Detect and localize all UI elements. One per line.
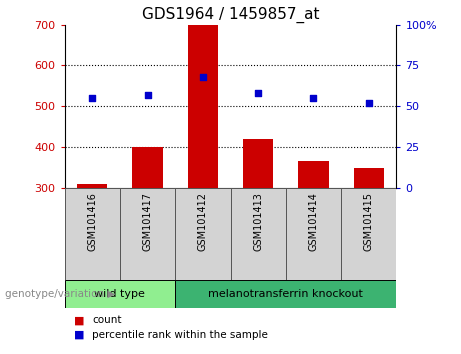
Text: count: count [92, 315, 122, 325]
Text: GSM101416: GSM101416 [87, 192, 97, 251]
Point [365, 100, 372, 106]
Point [144, 92, 151, 98]
Bar [175, 280, 396, 308]
Bar [286, 188, 341, 280]
Bar [132, 147, 163, 188]
Bar [65, 280, 175, 308]
Text: ■: ■ [74, 330, 84, 339]
Text: GSM101414: GSM101414 [308, 192, 319, 251]
Text: wild type: wild type [95, 289, 145, 299]
Bar [243, 139, 273, 188]
Bar [175, 188, 230, 280]
Point [310, 95, 317, 101]
Bar [77, 183, 107, 188]
Text: melanotransferrin knockout: melanotransferrin knockout [208, 289, 363, 299]
Point [89, 95, 96, 101]
Bar [341, 188, 396, 280]
Point [254, 90, 262, 96]
Bar [188, 25, 218, 188]
Text: genotype/variation ▶: genotype/variation ▶ [5, 289, 115, 299]
Title: GDS1964 / 1459857_at: GDS1964 / 1459857_at [142, 7, 319, 23]
Point [199, 74, 207, 80]
Text: percentile rank within the sample: percentile rank within the sample [92, 330, 268, 339]
Bar [65, 188, 120, 280]
Bar [298, 161, 329, 188]
Text: ■: ■ [74, 315, 84, 325]
Text: GSM101413: GSM101413 [253, 192, 263, 251]
Bar [354, 168, 384, 188]
Text: GSM101412: GSM101412 [198, 192, 208, 251]
Bar [230, 188, 286, 280]
Text: GSM101417: GSM101417 [142, 192, 153, 251]
Bar [120, 188, 175, 280]
Text: GSM101415: GSM101415 [364, 192, 374, 251]
